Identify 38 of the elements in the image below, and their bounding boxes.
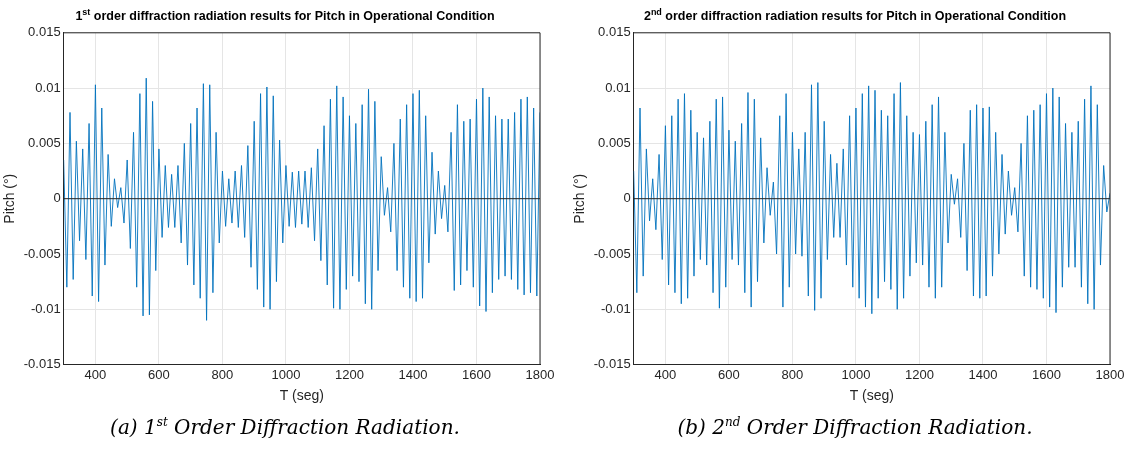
x-tick-label: 600 bbox=[148, 366, 170, 382]
x-tick-label: 1000 bbox=[841, 366, 871, 382]
y-tick-label: -0.005 bbox=[23, 245, 61, 261]
y-tick-label: 0 bbox=[53, 190, 61, 206]
x-tick-label: 400 bbox=[654, 366, 677, 382]
x-tick-label: 800 bbox=[781, 366, 804, 382]
x-tick-label: 1600 bbox=[462, 366, 491, 382]
x-tick-label: 1200 bbox=[905, 366, 934, 382]
y-tick-label: 0.01 bbox=[35, 79, 61, 95]
x-tick-label: 1400 bbox=[398, 366, 428, 382]
y-tick-label: 0.015 bbox=[28, 24, 61, 40]
x-tick-label: 1600 bbox=[1032, 366, 1061, 382]
y-tick-label: -0.01 bbox=[601, 300, 631, 316]
x-axis-title: T (seg) bbox=[849, 387, 894, 404]
y-tick-label: 0 bbox=[623, 190, 631, 206]
y-tick-label: 0.005 bbox=[598, 134, 631, 150]
chart-title: 2$^{nd}$ order diffraction radiation results for Pitch in Operational Condition bbox=[642, 6, 1068, 24]
x-tick-label: 1800 bbox=[525, 366, 555, 382]
text: (b) 2$^{nd}$ Order Diffraction Radiation. bbox=[676, 415, 1034, 439]
x-axis-title: T (seg) bbox=[279, 387, 324, 404]
y-axis-title: Pitch (°) bbox=[571, 173, 588, 224]
x-tick-label: 1200 bbox=[335, 366, 364, 382]
y-tick-label: -0.01 bbox=[31, 300, 61, 316]
y-tick-label: 0.015 bbox=[598, 24, 631, 40]
y-tick-label: 0.01 bbox=[605, 79, 631, 95]
x-tick-label: 1000 bbox=[271, 366, 301, 382]
x-tick-label: 600 bbox=[718, 366, 740, 382]
x-tick-label: 800 bbox=[211, 366, 234, 382]
y-tick-label: 0.005 bbox=[28, 134, 61, 150]
y-axis-title: Pitch (°) bbox=[1, 173, 18, 224]
y-tick-label: -0.015 bbox=[23, 356, 61, 372]
x-tick-label: 1400 bbox=[968, 366, 998, 382]
y-tick-label: -0.005 bbox=[593, 245, 631, 261]
text: (a) 1$^{st}$ Order Diffraction Radiation. bbox=[109, 415, 461, 439]
chart-title: 1$^{st}$ order diffraction radiation results for Pitch in Operational Condition bbox=[74, 6, 496, 24]
x-tick-label: 1800 bbox=[1095, 366, 1125, 382]
y-tick-label: -0.015 bbox=[593, 356, 631, 372]
x-tick-label: 400 bbox=[84, 366, 107, 382]
